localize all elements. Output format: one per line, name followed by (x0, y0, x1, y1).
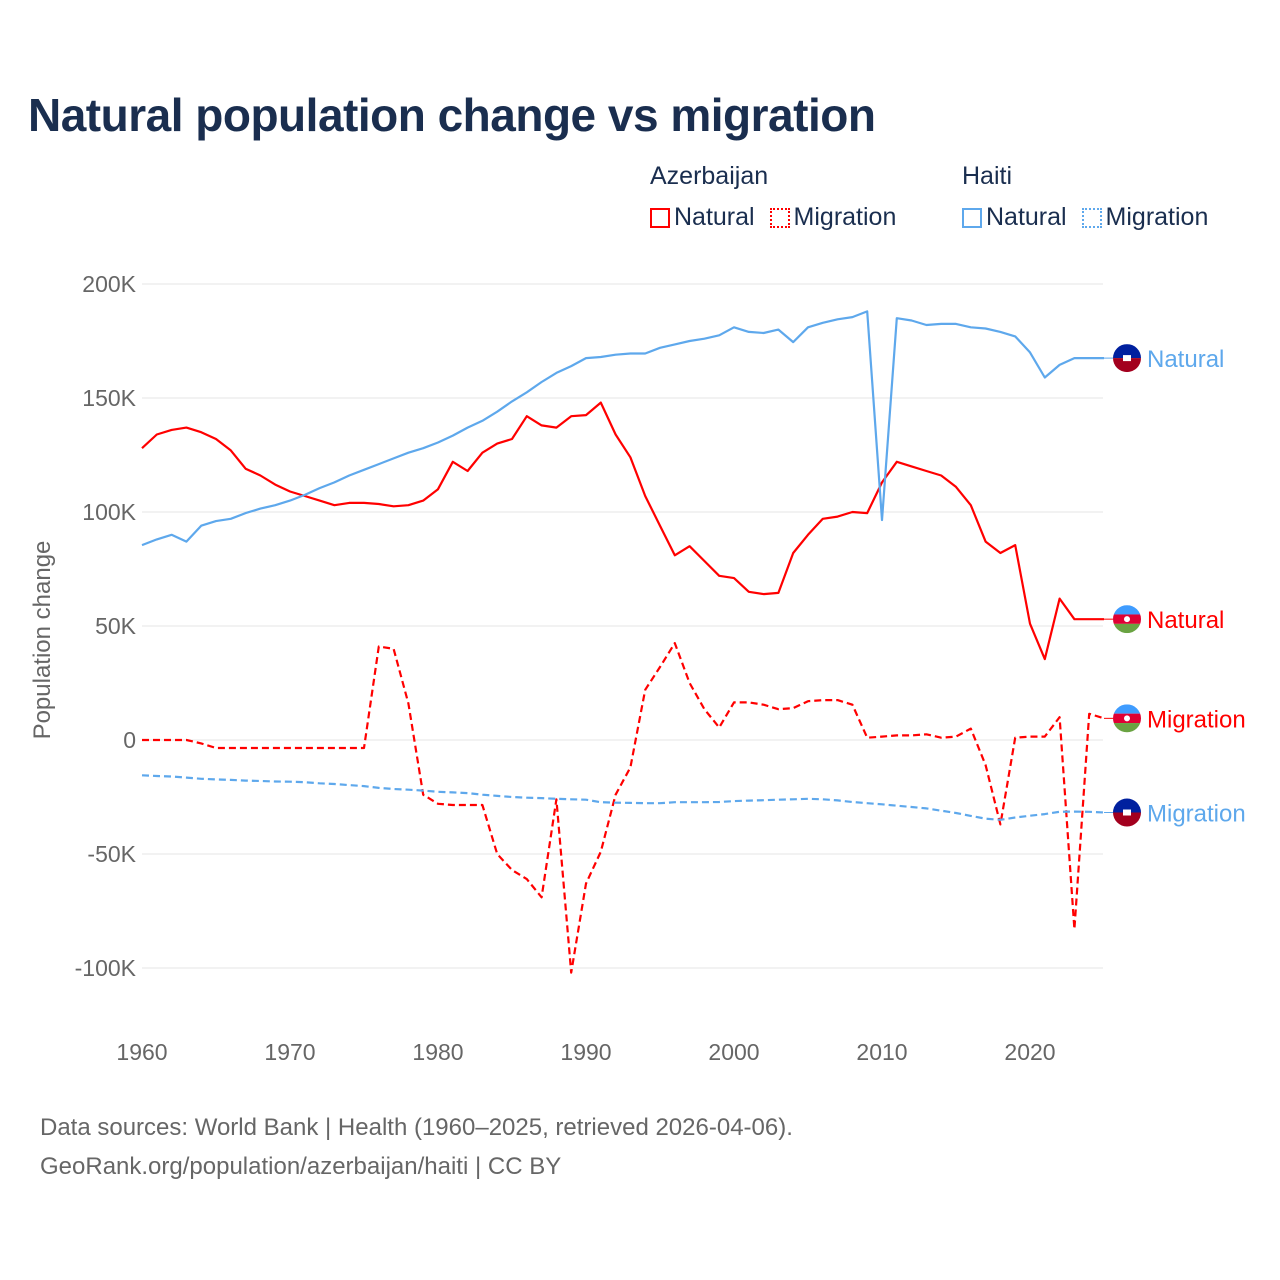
series-lines (141, 310, 1105, 974)
flag-crescent (1124, 715, 1130, 722)
solid-swatch-icon (650, 207, 670, 228)
flag-crescent (1124, 616, 1130, 623)
flag-stripes (1113, 344, 1141, 373)
flag-stripes (1113, 704, 1141, 733)
flag-stripe (1113, 358, 1141, 373)
solid-swatch-icon (962, 207, 982, 228)
y-tick-label: 0 (123, 727, 136, 753)
x-tick-label: 1980 (412, 1039, 463, 1065)
flag-stripe (1113, 623, 1141, 634)
source-link[interactable]: GeoRank.org/population/azerbaijan/haiti … (40, 1153, 562, 1180)
flag-stripe (1113, 798, 1141, 813)
legend-group-name: Azerbaijan (650, 162, 769, 190)
gridlines (142, 283, 1103, 969)
flag-stripe (1113, 344, 1141, 359)
y-tick-label: 100K (82, 499, 136, 525)
legend-item-haiti-natural[interactable]: Natural (962, 203, 1067, 232)
end-label: Migration (1147, 801, 1246, 828)
series-line-azerbaijan-natural (141, 401, 1104, 661)
x-tick-label: 1970 (264, 1039, 315, 1065)
legend-haiti: Haiti Natural Migration (962, 162, 1216, 235)
footer: Data sources: World Bank | Health (1960–… (40, 1108, 793, 1186)
haiti-flag-icon (1113, 344, 1141, 373)
legend-item-haiti-migration[interactable]: Migration (1081, 203, 1209, 232)
y-tick-label: -100K (75, 955, 137, 981)
legend-group-name: Haiti (962, 162, 1013, 190)
end-label: Natural (1147, 607, 1224, 634)
data-source-note: Data sources: World Bank | Health (1960–… (40, 1114, 793, 1141)
x-tick-label: 2020 (1004, 1039, 1055, 1065)
y-axis: 200K 150K 100K 50K 0 -50K -100K (75, 271, 137, 981)
azerbaijan-flag-icon (1113, 605, 1141, 634)
dotted-swatch-icon (769, 207, 790, 228)
x-tick-label: 1960 (116, 1039, 167, 1065)
flag-stripe (1113, 605, 1141, 615)
legend-label: Natural (674, 203, 755, 231)
legend-label: Migration (793, 203, 897, 231)
dotted-swatch-icon (1081, 207, 1102, 228)
flag-stripe (1113, 704, 1141, 714)
legend-item-azerbaijan-natural[interactable]: Natural (650, 203, 755, 232)
x-tick-label: 2000 (708, 1039, 759, 1065)
haiti-flag-icon (1113, 798, 1141, 827)
end-label: Migration (1147, 706, 1246, 733)
flag-emblem (1123, 809, 1131, 816)
series-line-haiti-natural (141, 310, 1104, 547)
x-axis: 1960 1970 1980 1990 2000 2010 2020 (116, 1039, 1055, 1065)
y-axis-label: Population change (29, 541, 56, 740)
y-tick-label: 150K (82, 385, 136, 411)
flag-stripe (1113, 812, 1141, 827)
flag-stripes (1113, 798, 1141, 827)
flag-emblem (1123, 355, 1131, 362)
end-label: Natural (1147, 346, 1224, 373)
legend-item-azerbaijan-migration[interactable]: Migration (769, 203, 897, 232)
legend-azerbaijan: Azerbaijan Natural Migration (650, 162, 904, 235)
end-labels: Natural Natural Migration Migration (1104, 344, 1246, 828)
azerbaijan-flag-icon (1113, 704, 1141, 733)
x-tick-label: 2010 (856, 1039, 907, 1065)
x-tick-label: 1990 (560, 1039, 611, 1065)
y-tick-label: 50K (95, 613, 137, 639)
flag-stripe (1113, 723, 1141, 733)
y-tick-label: 200K (82, 271, 136, 297)
legend-label: Migration (1105, 203, 1209, 231)
y-tick-label: -50K (87, 841, 136, 867)
chart-title: Natural population change vs migration (28, 89, 876, 141)
series-line-haiti-migration (141, 774, 1105, 821)
flag-stripes (1113, 605, 1141, 634)
series-line-azerbaijan-migration (142, 641, 1105, 974)
legend-label: Natural (986, 203, 1067, 231)
